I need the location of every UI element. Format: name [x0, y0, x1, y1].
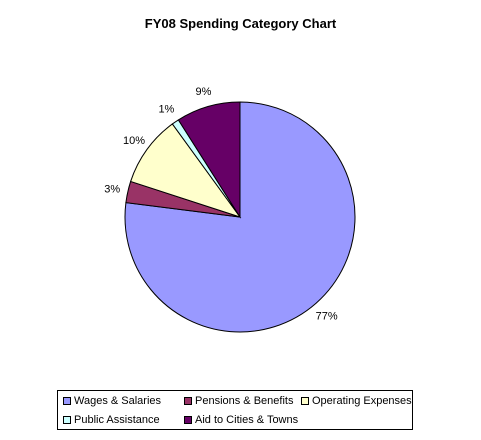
legend-item-pensions: Pensions & Benefits: [184, 395, 293, 407]
slice-label: 77%: [316, 310, 338, 322]
slice-label: 9%: [196, 86, 212, 98]
legend-label: Public Assistance: [74, 414, 160, 426]
legend-swatch: [184, 416, 192, 424]
legend-swatch: [63, 397, 71, 405]
pie-chart: 77% 3% 10% 1% 9%: [104, 86, 356, 333]
legend-swatch: [301, 397, 309, 405]
slice-label: 3%: [104, 183, 120, 195]
legend-label: Pensions & Benefits: [195, 395, 294, 407]
pie-slice: [124, 101, 356, 333]
pie-slice: [129, 123, 242, 218]
legend-label: Wages & Salaries: [74, 395, 162, 407]
legend-swatch: [184, 397, 192, 405]
slice-label: 1%: [158, 104, 174, 116]
legend-label: Operating Expenses: [312, 395, 412, 407]
pie-slice: [177, 101, 241, 219]
legend-label: Aid to Cities & Towns: [195, 414, 299, 426]
chart-title: FY08 Spending Category Chart: [144, 16, 337, 31]
slice-label: 10%: [123, 135, 145, 147]
legend-item-aid: Aid to Cities & Towns: [184, 414, 298, 426]
legend-item-public-assistance: Public Assistance: [63, 414, 160, 426]
legend-swatch: [63, 416, 71, 424]
legend: Wages & Salaries Pensions & Benefits Ope…: [57, 390, 413, 430]
legend-item-operating: Operating Expenses: [301, 395, 412, 407]
legend-item-wages: Wages & Salaries: [63, 395, 161, 407]
